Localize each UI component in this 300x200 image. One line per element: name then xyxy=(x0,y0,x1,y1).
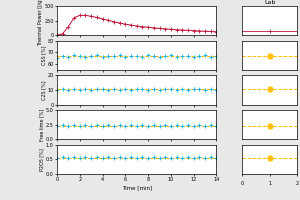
Y-axis label: Free lime [%]: Free lime [%] xyxy=(39,108,44,141)
Y-axis label: P2O5 [%]: P2O5 [%] xyxy=(39,148,44,171)
Y-axis label: CSS [%]: CSS [%] xyxy=(41,46,46,65)
Title: Lab: Lab xyxy=(264,0,275,5)
X-axis label: Time [min]: Time [min] xyxy=(122,185,152,190)
Y-axis label: C2S [%]: C2S [%] xyxy=(41,80,46,100)
Y-axis label: Thermal Power [J/gh]: Thermal Power [J/gh] xyxy=(38,0,43,46)
